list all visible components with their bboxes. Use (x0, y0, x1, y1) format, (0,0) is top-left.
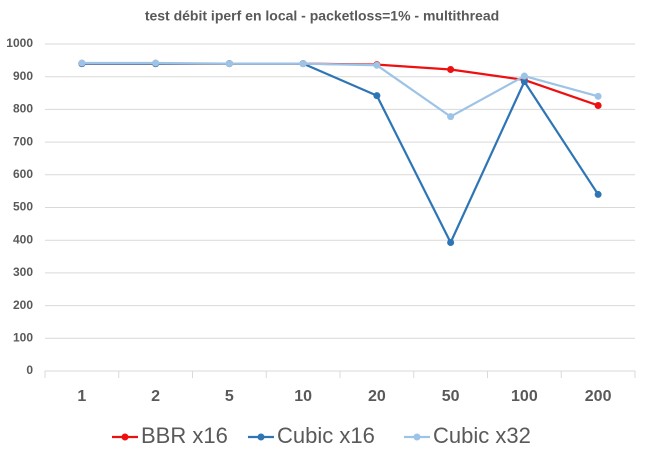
series-line (81, 62, 600, 244)
x-tick-label: 100 (511, 388, 538, 405)
data-point (520, 72, 528, 80)
data-point (152, 59, 160, 67)
y-tick-label: 600 (13, 167, 33, 181)
y-tick-label: 400 (13, 232, 33, 246)
y-tick-label: 200 (13, 298, 33, 312)
data-point (594, 190, 602, 198)
data-point (447, 66, 455, 74)
series-line (81, 61, 599, 118)
legend-label: BBR x16 (141, 423, 228, 448)
legend-label: Cubic x16 (277, 423, 375, 448)
y-tick-label: 500 (13, 200, 33, 214)
data-point (78, 59, 86, 67)
x-tick-label: 5 (225, 388, 234, 405)
x-tick-label: 2 (151, 388, 160, 405)
y-tick-label: 0 (26, 363, 33, 377)
data-point (594, 92, 602, 100)
data-point (225, 60, 233, 68)
x-tick-label: 1 (77, 388, 86, 405)
data-point (299, 60, 307, 68)
y-tick-label: 1000 (6, 36, 33, 50)
legend-marker (257, 433, 265, 441)
data-point (520, 78, 528, 86)
legend-marker (413, 433, 421, 441)
y-tick-label: 300 (13, 265, 33, 279)
y-tick-label: 900 (13, 69, 33, 83)
data-point (373, 61, 381, 69)
legend-marker (121, 433, 129, 441)
y-tick-label: 800 (13, 102, 33, 116)
y-tick-label: 700 (13, 134, 33, 148)
legend-label: Cubic x32 (433, 423, 531, 448)
x-tick-label: 20 (368, 388, 386, 405)
data-point (447, 238, 455, 246)
x-tick-label: 10 (294, 388, 312, 405)
x-tick-label: 50 (442, 388, 460, 405)
chart-title: test débit iperf en local - packetloss=1… (145, 8, 499, 24)
y-tick-label: 100 (13, 330, 33, 344)
data-point (447, 113, 455, 121)
data-point (594, 101, 602, 109)
series-line (81, 62, 599, 107)
data-point (373, 92, 381, 100)
x-tick-label: 200 (585, 388, 612, 405)
